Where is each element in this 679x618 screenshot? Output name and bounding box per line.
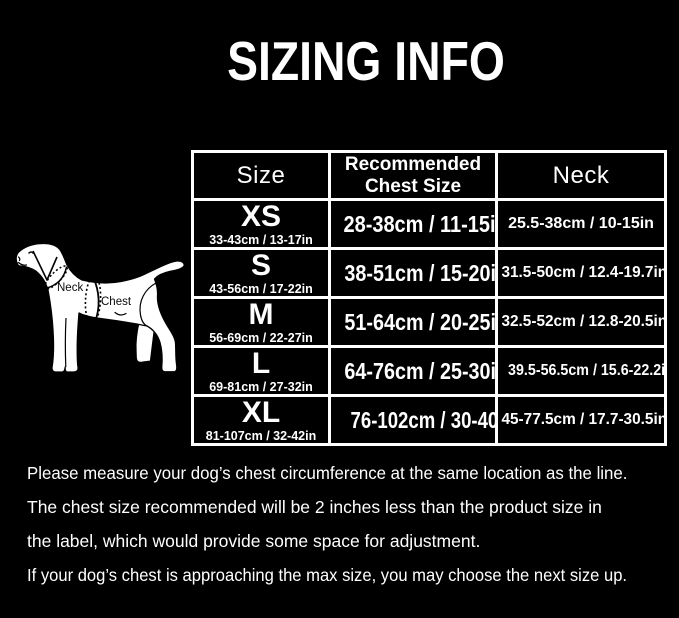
chest-cell: 28-38cm / 11-15in bbox=[328, 198, 498, 250]
dog-ear-line bbox=[32, 250, 58, 281]
sizing-table: Size Recommended Chest Size Neck XS 33-4… bbox=[191, 150, 667, 446]
dog-body bbox=[15, 242, 185, 373]
front-leg-divider bbox=[64, 317, 67, 368]
size-cell: XS 33-43cm / 13-17in bbox=[191, 198, 331, 250]
size-cell: M 56-69cm / 22-27in bbox=[191, 296, 331, 348]
neck-cell: 45-77.5cm / 17.7-30.5in bbox=[495, 394, 667, 446]
flank-mark bbox=[114, 311, 127, 316]
dog-eye bbox=[28, 251, 34, 254]
note-line-2: The chest size recommended will be 2 inc… bbox=[27, 497, 602, 517]
page-title: SIZING INFO bbox=[226, 30, 505, 92]
header-chest: Recommended Chest Size bbox=[328, 150, 498, 201]
table-row-xl: XL 81-107cm / 32-42in 76-102cm / 30-40in… bbox=[191, 394, 667, 446]
table-header-row: Size Recommended Chest Size Neck bbox=[191, 150, 667, 201]
neck-label: Neck bbox=[57, 282, 83, 294]
chest-cell: 76-102cm / 30-40in bbox=[328, 394, 498, 446]
page-title-wrap: SIZING INFO bbox=[0, 34, 679, 89]
note-line-1: Please measure your dog’s chest circumfe… bbox=[27, 463, 628, 483]
size-cell: XL 81-107cm / 32-42in bbox=[191, 394, 331, 446]
note-line-3: the label, which would provide some spac… bbox=[27, 531, 481, 551]
dog-mouth bbox=[17, 261, 28, 266]
dog-far-hind-leg bbox=[135, 321, 156, 364]
size-cell: L 69-81cm / 27-32in bbox=[191, 345, 331, 397]
dog-nose-mark bbox=[17, 256, 21, 262]
neck-measure-edge bbox=[45, 266, 68, 290]
dog-measurement-diagram: Neck Chest bbox=[15, 242, 185, 373]
chest-measure-edge bbox=[92, 276, 100, 324]
neck-cell: 39.5-56.5cm / 15.6-22.2in bbox=[495, 345, 667, 397]
header-neck: Neck bbox=[495, 150, 667, 201]
size-cell: S 43-56cm / 17-22in bbox=[191, 247, 331, 299]
table-row-s: S 43-56cm / 17-22in 38-51cm / 15-20in 31… bbox=[191, 247, 667, 299]
chest-label: Chest bbox=[101, 296, 132, 308]
table-row-xs: XS 33-43cm / 13-17in 28-38cm / 11-15in 2… bbox=[191, 198, 667, 250]
note-line-4: If your dog’s chest is approaching the m… bbox=[27, 565, 628, 585]
neck-cell: 32.5-52cm / 12.8-20.5in bbox=[495, 296, 667, 348]
neck-cell: 31.5-50cm / 12.4-19.7in bbox=[495, 247, 667, 299]
measurement-notes: Please measure your dog’s chest circumfe… bbox=[27, 463, 627, 599]
chest-cell: 51-64cm / 20-25in bbox=[328, 296, 498, 348]
thigh-line bbox=[139, 282, 157, 327]
chest-cell: 64-76cm / 25-30in bbox=[328, 345, 498, 397]
table-row-l: L 69-81cm / 27-32in 64-76cm / 25-30in 39… bbox=[191, 345, 667, 397]
chest-cell: 38-51cm / 15-20in bbox=[328, 247, 498, 299]
header-size: Size bbox=[191, 150, 331, 201]
table-row-m: M 56-69cm / 22-27in 51-64cm / 20-25in 32… bbox=[191, 296, 667, 348]
neck-cell: 25.5-38cm / 10-15in bbox=[495, 198, 667, 250]
